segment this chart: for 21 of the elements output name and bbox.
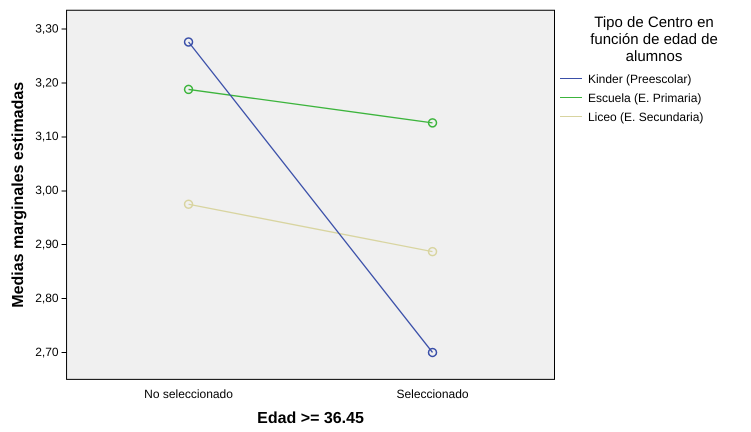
x-tick-label: Seleccionado [396,386,469,401]
legend-label: Liceo (E. Secundaria) [588,110,704,124]
y-tick-label: 3,00 [35,183,59,198]
y-tick-label: 2,90 [35,236,59,251]
y-tick-label: 3,30 [35,21,59,36]
legend-label: Escuela (E. Primaria) [588,90,702,104]
point [184,199,194,209]
point [184,37,194,47]
point [428,118,438,128]
point [184,84,194,94]
point [428,348,438,358]
legend-label: Kinder (Preescolar) [588,72,692,86]
x-axis-title: Edad >= 36.45 [257,410,364,427]
point [428,246,438,256]
y-axis-title: Medias marginales estimadas [10,82,28,308]
y-tick-label: 2,70 [35,344,59,359]
y-tick-label: 2,80 [35,290,59,305]
legend-title: Tipo de Centro en función de edad de alumnos [589,14,719,65]
x-tick-label: No seleccionado [144,386,234,401]
y-tick-label: 3,10 [35,129,59,144]
y-tick-label: 3,20 [35,75,59,90]
